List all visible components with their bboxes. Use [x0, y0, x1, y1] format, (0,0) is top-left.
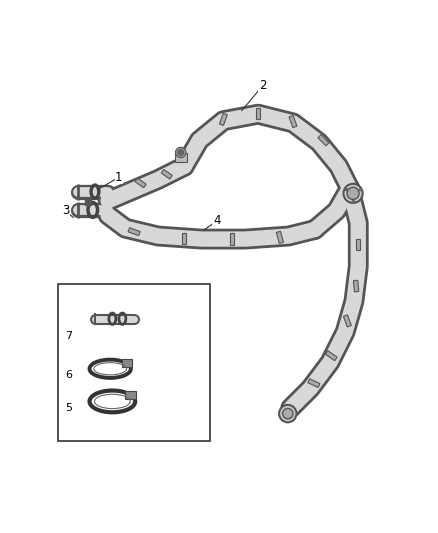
- Text: 3: 3: [62, 204, 70, 217]
- Circle shape: [343, 184, 363, 203]
- Bar: [175, 154, 187, 162]
- Bar: [353, 280, 359, 292]
- Bar: [318, 135, 329, 146]
- Bar: [125, 391, 136, 399]
- Text: 5: 5: [65, 403, 72, 413]
- Bar: [230, 233, 234, 245]
- Circle shape: [176, 147, 186, 158]
- Bar: [289, 116, 297, 127]
- Circle shape: [279, 405, 297, 422]
- Text: 7: 7: [65, 331, 72, 341]
- Bar: [308, 379, 320, 387]
- Bar: [276, 231, 283, 244]
- Bar: [356, 239, 360, 251]
- Bar: [135, 178, 146, 188]
- Circle shape: [178, 149, 184, 156]
- Text: 6: 6: [65, 370, 72, 381]
- Bar: [219, 114, 227, 125]
- Circle shape: [347, 187, 359, 199]
- Circle shape: [283, 408, 293, 419]
- Text: 2: 2: [259, 79, 266, 92]
- Bar: [182, 232, 186, 244]
- Bar: [161, 169, 172, 179]
- Bar: [343, 315, 351, 327]
- Bar: [128, 228, 140, 236]
- Text: 1: 1: [115, 171, 123, 184]
- Bar: [256, 108, 260, 119]
- Bar: [122, 359, 132, 367]
- Bar: [58, 284, 210, 441]
- Text: 4: 4: [213, 214, 221, 227]
- Bar: [325, 351, 337, 361]
